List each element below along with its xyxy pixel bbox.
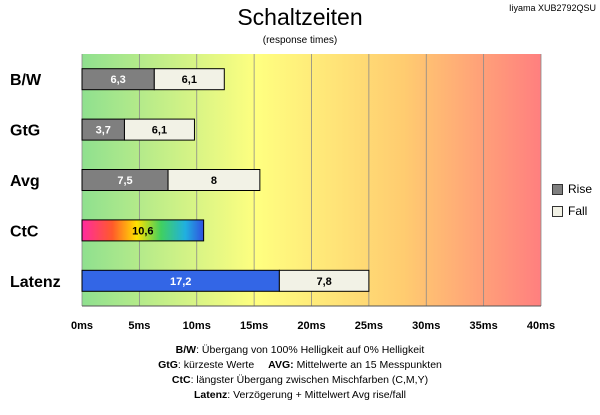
bar-rise-ctc [81,219,205,242]
note-key-bw: B/W [175,344,197,356]
note-key-gtg: GtG [158,359,178,371]
legend-label-fall: Fall [568,204,588,218]
legend-swatch-fall [552,205,563,217]
footnotes: B/W: Übergang von 100% Helligkeit auf 0%… [0,343,600,403]
legend-label-rise: Rise [568,182,593,196]
data-label-fall-b-w: 6,1 [182,74,197,86]
legend-item-fall: Fall [552,200,592,222]
x-tick-label: 30ms [412,320,440,332]
category-label-gtg: GtG [10,123,40,140]
note-text-ctc: : längster Übergang zwischen Mischfarben… [190,374,429,386]
data-label-rise-b-w: 6,3 [110,74,125,86]
data-label-rise-avg: 7,5 [117,175,132,187]
x-tick-label: 20ms [297,320,325,332]
category-label-latenz: Latenz [10,274,61,291]
x-tick-label: 40ms [527,320,555,332]
note-key-ctc: CtC [171,374,191,386]
note-key-avg: AVG: [268,359,294,371]
note-line-gtg-avg: GtG: kürzeste Werte AVG: Mittelwerte an 1… [0,358,600,373]
x-tick-label: 15ms [240,320,268,332]
x-tick-label: 35ms [470,320,498,332]
legend: Rise Fall [552,178,592,222]
bar-fall-avg [167,169,261,191]
bar-fall-gtg [123,118,195,141]
data-label-rise-latenz: 17,2 [170,276,191,288]
chart-subtitle: (response times) [262,35,338,46]
note-key-latenz: Latenz [194,389,228,401]
legend-item-rise: Rise [552,178,592,200]
data-label-rise-ctc: 10,6 [132,225,153,237]
bar-fall-b-w [153,68,225,91]
x-tick-label: 5ms [128,320,150,332]
bar-fall-latenz [278,269,370,292]
legend-swatch-rise [552,183,563,195]
x-tick-label: 0ms [71,320,93,332]
note-line-latenz: Latenz: Verzögerung + Mittelwert Avg ris… [0,388,600,403]
data-label-rise-gtg: 3,7 [96,125,111,137]
x-tick-label: 10ms [183,320,211,332]
monitor-model-label: Iiyama XUB2792QSU [508,3,596,13]
x-tick-label: 25ms [355,320,383,332]
bar-chart: B/W 6,3 6,1 GtG 3,7 6,1 Avg 7,5 8 CtC 10,6 Latenz 17… [10,54,555,332]
note-line-bw: B/W: Übergang von 100% Helligkeit auf 0%… [0,343,600,358]
note-text-avg: Mittelwerte an 15 Messpunkten [293,359,442,371]
data-label-fall-latenz: 7,8 [316,276,331,288]
data-label-fall-avg: 8 [211,175,217,187]
note-text-gtg: : kürzeste Werte [177,359,255,371]
chart-title: Schaltzeiten [237,4,363,30]
note-text-latenz: : Verzögerung + Mittelwert Avg rise/fall [227,389,406,401]
note-text-bw: : Übergang von 100% Helligkeit auf 0% He… [196,344,425,356]
category-label-ctc: CtC [10,223,39,240]
category-label-b-w: B/W [10,72,42,89]
category-label-avg: Avg [10,173,40,190]
note-line-ctc: CtC: längster Übergang zwischen Mischfar… [0,373,600,388]
data-label-fall-gtg: 6,1 [152,125,167,137]
